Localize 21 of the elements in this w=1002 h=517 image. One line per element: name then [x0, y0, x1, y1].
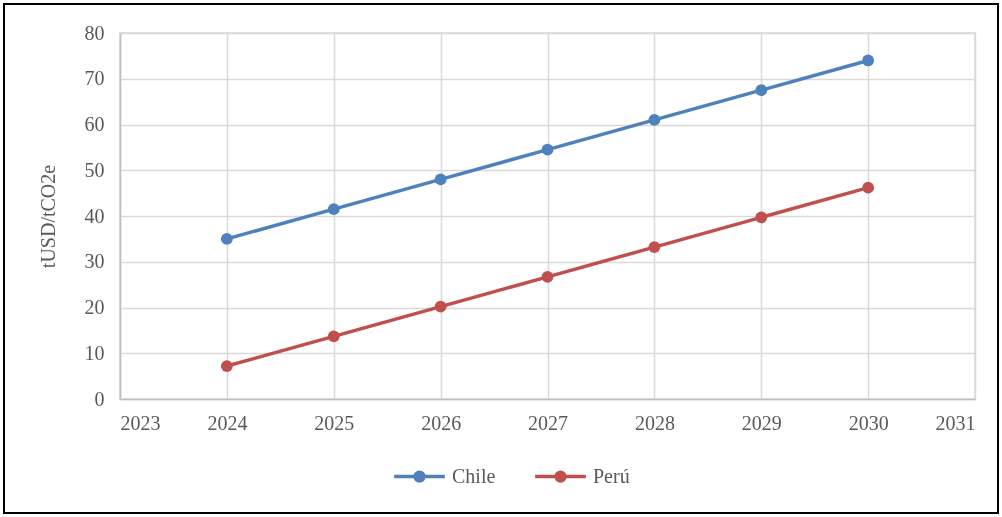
- x-tick-label: 2030: [848, 411, 889, 434]
- x-tick-label: 2026: [421, 411, 462, 434]
- y-tick-label: 10: [84, 341, 105, 364]
- y-tick-label: 50: [84, 158, 105, 181]
- x-tick-label: 2025: [314, 411, 355, 434]
- x-tick-label: 2031: [935, 411, 976, 434]
- y-tick-label: 40: [84, 204, 105, 227]
- x-tick-label: 2029: [741, 411, 782, 434]
- y-axis-title: tUSD/tCO2e: [36, 164, 59, 269]
- x-tick-label: 2023: [120, 411, 161, 434]
- y-tick-label: 0: [94, 387, 105, 410]
- x-tick-label: 2024: [207, 411, 248, 434]
- legend-label: Chile: [452, 464, 496, 487]
- y-tick-label: 30: [84, 250, 105, 273]
- y-tick-label: 70: [84, 67, 105, 90]
- x-tick-label: 2028: [634, 411, 675, 434]
- legend-label: Perú: [593, 464, 630, 487]
- x-tick-label: 2027: [528, 411, 568, 434]
- y-tick-label: 80: [84, 21, 105, 44]
- y-tick-label: 20: [84, 296, 105, 318]
- y-tick-label: 60: [84, 113, 105, 135]
